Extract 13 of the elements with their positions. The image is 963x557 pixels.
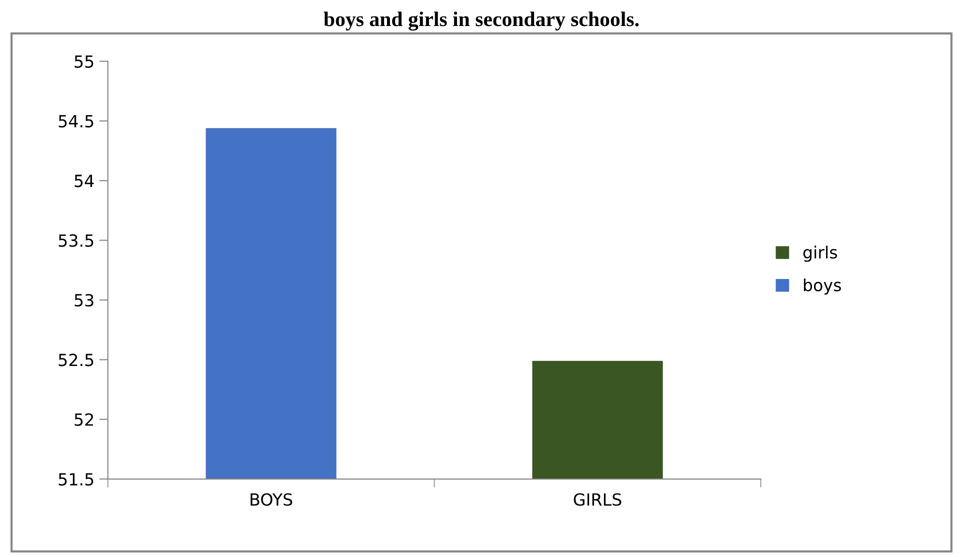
y-tick-label: 54: [74, 174, 94, 188]
legend-label: girls: [803, 246, 837, 262]
y-tick-label: 51.5: [58, 473, 94, 486]
chart-title: boys and girls in secondary schools.: [324, 12, 639, 31]
y-tick-label: 53.5: [58, 234, 94, 247]
x-tick-label: BOYS: [250, 493, 292, 506]
y-tick-label: 55: [74, 55, 94, 68]
x-tick-label: GIRLS: [574, 493, 622, 506]
y-tick-label: 52: [74, 413, 93, 426]
legend-label: boys: [804, 278, 841, 295]
y-tick-label: 52.5: [58, 354, 94, 366]
y-tick-label: 53: [74, 294, 94, 307]
y-tick-label: 54.5: [58, 115, 94, 128]
